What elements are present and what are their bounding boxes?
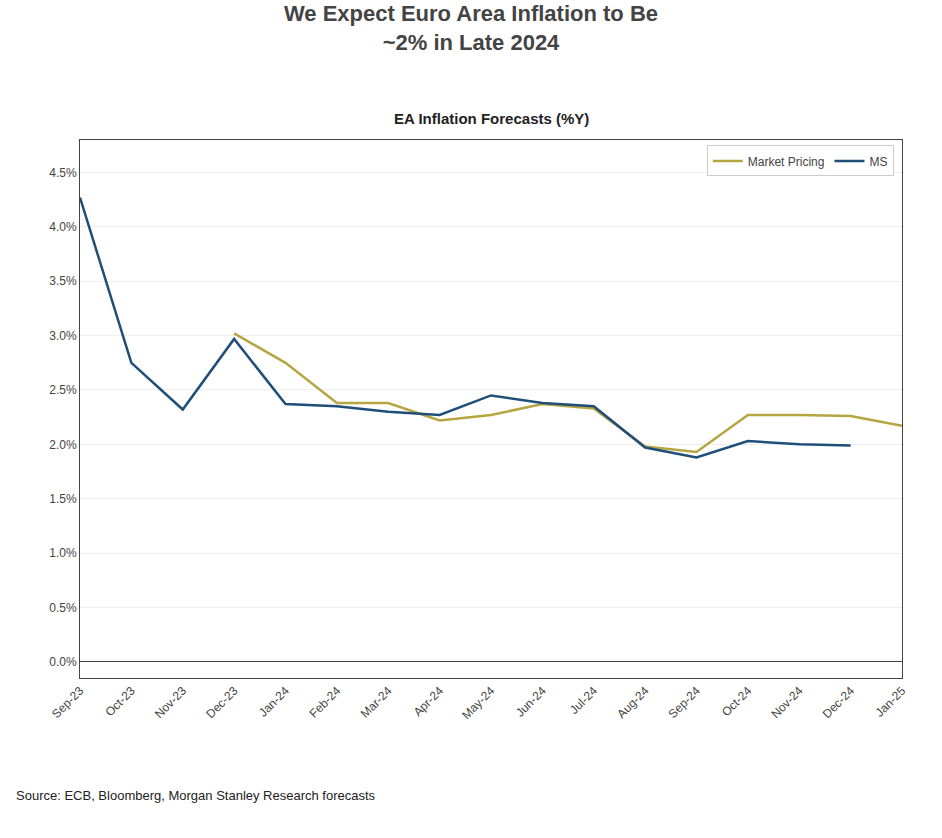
svg-text:Dec-23: Dec-23 — [203, 684, 240, 721]
svg-text:Oct-24: Oct-24 — [719, 684, 755, 720]
svg-text:2.5%: 2.5% — [49, 383, 77, 397]
svg-text:EA Inflation Forecasts (%Y): EA Inflation Forecasts (%Y) — [394, 110, 589, 127]
svg-text:4.5%: 4.5% — [49, 166, 77, 180]
svg-text:Nov-23: Nov-23 — [152, 684, 189, 721]
svg-text:0.5%: 0.5% — [49, 601, 77, 615]
svg-text:Market Pricing: Market Pricing — [748, 155, 825, 169]
svg-text:Aug-24: Aug-24 — [614, 684, 651, 721]
svg-text:Sep-23: Sep-23 — [49, 684, 86, 721]
svg-text:Sep-24: Sep-24 — [666, 684, 703, 721]
svg-text:Nov-24: Nov-24 — [768, 684, 805, 721]
svg-text:Feb-24: Feb-24 — [306, 684, 343, 721]
svg-text:2.0%: 2.0% — [49, 438, 77, 452]
svg-text:May-24: May-24 — [459, 684, 497, 722]
svg-text:Source: ECB, Bloomberg, Morgan: Source: ECB, Bloomberg, Morgan Stanley R… — [16, 788, 376, 803]
svg-text:Jun-24: Jun-24 — [513, 684, 549, 720]
svg-text:Oct-23: Oct-23 — [102, 684, 138, 720]
svg-text:0.0%: 0.0% — [49, 655, 77, 669]
svg-text:1.0%: 1.0% — [49, 546, 77, 560]
svg-text:4.0%: 4.0% — [49, 220, 77, 234]
svg-text:1.5%: 1.5% — [49, 492, 77, 506]
svg-text:Mar-24: Mar-24 — [358, 684, 395, 721]
svg-text:Jan-24: Jan-24 — [256, 684, 292, 720]
svg-text:Jul-24: Jul-24 — [567, 684, 600, 717]
svg-text:We Expect Euro Area Inflation: We Expect Euro Area Inflation to Be~2% i… — [284, 1, 658, 55]
svg-text:3.0%: 3.0% — [49, 329, 77, 343]
svg-text:Dec-24: Dec-24 — [820, 684, 857, 721]
svg-text:3.5%: 3.5% — [49, 274, 77, 288]
svg-text:Jan-25: Jan-25 — [873, 684, 909, 720]
svg-text:MS: MS — [869, 155, 887, 169]
svg-text:Apr-24: Apr-24 — [411, 684, 447, 720]
